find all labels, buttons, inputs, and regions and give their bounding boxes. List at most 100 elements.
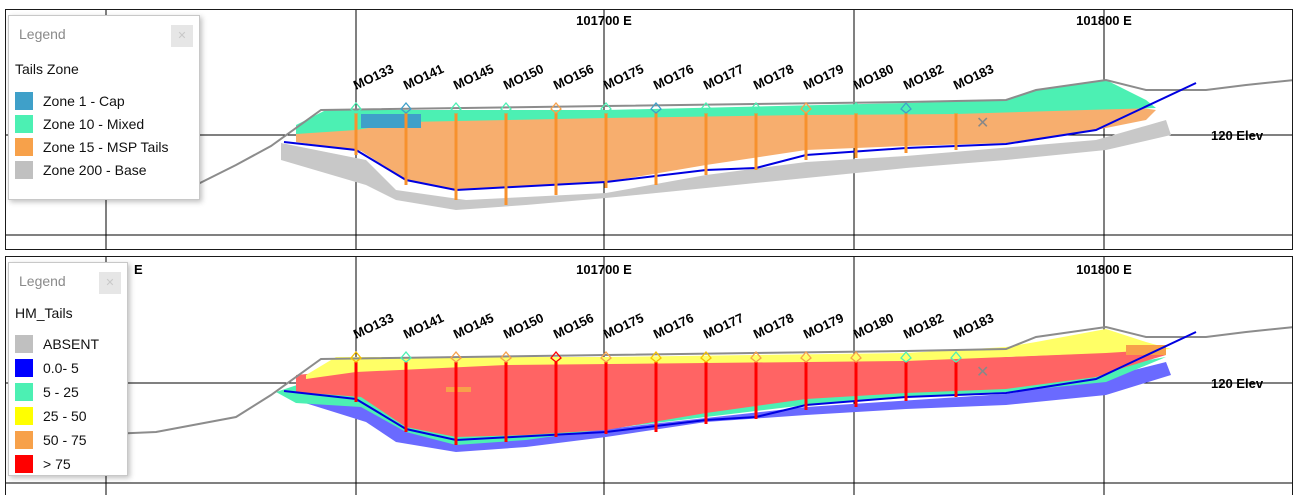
drillhole-collar-icon [900, 350, 912, 363]
drillhole-label-mo141: MO141 [401, 61, 446, 93]
drillhole-label-mo177: MO177 [701, 61, 746, 93]
drillhole-collar-icon [700, 350, 712, 363]
drillhole-collar-icon [750, 350, 762, 363]
elevation-label: 120 Elev [1211, 128, 1264, 143]
drillhole-collar-icon [700, 101, 712, 114]
grade-50-75 [446, 387, 471, 392]
legend-swatch [15, 383, 33, 401]
drillhole-label-mo150: MO150 [501, 310, 546, 342]
drillhole-label-mo179: MO179 [801, 310, 846, 342]
drillhole-label-mo150: MO150 [501, 61, 546, 93]
legend-item-label: 0.0- 5 [43, 360, 79, 376]
drillhole-label-mo133: MO133 [351, 310, 396, 342]
legend-item-label: Zone 15 - MSP Tails [43, 139, 169, 155]
legend-item-label: Zone 200 - Base [43, 162, 147, 178]
drillhole-label-mo177: MO177 [701, 310, 746, 342]
drillhole-label-mo182: MO182 [901, 310, 946, 342]
drillhole-label-mo182: MO182 [901, 61, 946, 93]
drillhole-label-mo180: MO180 [851, 310, 896, 342]
legend-panel-tails-zone[interactable]: Legend ✕ Tails Zone Zone 1 - Cap Zone 10… [8, 15, 200, 200]
grade-50-75 [1126, 345, 1166, 355]
section-canvas-top[interactable]: ✕ MO133 MO141 MO145 MO150 MO156 MO175 MO176 MO1… [6, 10, 1293, 250]
legend-title: Legend [19, 273, 66, 289]
legend-item-label: 50 - 75 [43, 432, 87, 448]
drillhole-label-mo183: MO183 [951, 310, 996, 342]
drillhole-collar-icon [350, 101, 362, 114]
legend-item-zone-15: Zone 15 - MSP Tails [15, 138, 169, 156]
drillhole-collar-icon [950, 101, 962, 114]
easting-label-101700: 101700 E [576, 13, 632, 28]
drillhole-label-mo176: MO176 [651, 61, 696, 93]
legend-field-name: Tails Zone [15, 61, 79, 77]
grade-25-50 [306, 329, 1171, 379]
drillhole-label-mo179: MO179 [801, 61, 846, 93]
drillhole-collar-icon [500, 350, 512, 363]
drillhole-label-mo141: MO141 [401, 310, 446, 342]
legend-item-5-25: 5 - 25 [15, 383, 79, 401]
legend-close-icon[interactable]: ✕ [171, 25, 193, 47]
drillhole-label-mo180: MO180 [851, 61, 896, 93]
drillhole-collar-icon [900, 101, 912, 114]
drillhole-label-mo133: MO133 [351, 61, 396, 93]
drillhole-label-mo145: MO145 [451, 61, 496, 93]
legend-swatch [15, 92, 33, 110]
legend-item-zone-200: Zone 200 - Base [15, 161, 147, 179]
legend-field-name: HM_Tails [15, 305, 73, 321]
drillhole-label-mo156: MO156 [551, 310, 596, 342]
elevation-label: 120 Elev [1211, 376, 1264, 391]
legend-close-icon[interactable]: ✕ [99, 272, 121, 294]
legend-item-label: ABSENT [43, 336, 100, 352]
drillhole-label-mo178: MO178 [751, 310, 796, 342]
legend-item-0-5: 0.0- 5 [15, 359, 79, 377]
drillhole-collar-icon [750, 101, 762, 114]
legend-item-25-50: 25 - 50 [15, 407, 87, 425]
drillhole-collar-icon [500, 101, 512, 114]
tails-base-line [283, 82, 1197, 192]
easting-label-partial: E [134, 262, 143, 277]
drillhole-label-mo178: MO178 [751, 61, 796, 93]
drillhole-collar-icon [350, 350, 362, 363]
topography-line [85, 325, 1292, 436]
legend-item-label: Zone 10 - Mixed [43, 116, 145, 132]
legend-swatch [15, 359, 33, 377]
drillhole-traces [354, 113, 958, 205]
drillhole-collar-icon [400, 350, 412, 363]
legend-title: Legend [19, 26, 66, 42]
easting-label-101800: 101800 E [1076, 262, 1132, 277]
topography-line [195, 78, 1292, 186]
drillhole-collar-icon [450, 350, 462, 363]
tails-base-line [283, 331, 1197, 442]
legend-panel-hm-tails[interactable]: Legend ✕ HM_Tails ABSENT 0.0- 5 5 - 25 2… [8, 262, 128, 476]
section-view-hm-tails[interactable]: ✕ MO133 MO141 MO145 MO150 MO156 MO175 MO176 MO1… [5, 256, 1293, 495]
drillhole-collar-icon [650, 350, 662, 363]
legend-item-label: 5 - 25 [43, 384, 79, 400]
legend-item-label: Zone 1 - Cap [43, 93, 125, 109]
drillhole-label-mo176: MO176 [651, 310, 696, 342]
drillhole-collar-icon [450, 101, 462, 114]
drillhole-collar-icon [800, 350, 812, 363]
legend-item-zone-1: Zone 1 - Cap [15, 92, 125, 110]
legend-swatch [15, 161, 33, 179]
drillhole-traces [354, 362, 958, 445]
drillhole-collar-icon [950, 350, 962, 363]
drillhole-label-mo156: MO156 [551, 61, 596, 93]
grade-above-75 [296, 349, 1166, 437]
easting-label-101700: 101700 E [576, 262, 632, 277]
drillhole-collar-icon [550, 101, 562, 114]
drillhole-collar-icon [850, 350, 862, 363]
drillhole-collar-icon [600, 350, 612, 363]
drillhole-collar-icon [850, 101, 862, 114]
section-canvas-bottom[interactable]: ✕ MO133 MO141 MO145 MO150 MO156 MO175 MO176 MO1… [6, 257, 1293, 495]
cross-marker-icon: ✕ [976, 364, 989, 381]
legend-swatch [15, 335, 33, 353]
drillhole-collar-icon [400, 101, 412, 114]
drillhole-collar-icon [600, 101, 612, 114]
legend-item-zone-10: Zone 10 - Mixed [15, 115, 144, 133]
legend-swatch [15, 138, 33, 156]
drillhole-label-mo175: MO175 [601, 61, 646, 93]
legend-swatch [15, 407, 33, 425]
cross-marker-icon: ✕ [976, 115, 989, 132]
zone-1-cap [361, 114, 421, 128]
legend-item-50-75: 50 - 75 [15, 431, 87, 449]
section-view-tails-zone[interactable]: ✕ MO133 MO141 MO145 MO150 MO156 MO175 MO176 MO1… [5, 9, 1293, 250]
